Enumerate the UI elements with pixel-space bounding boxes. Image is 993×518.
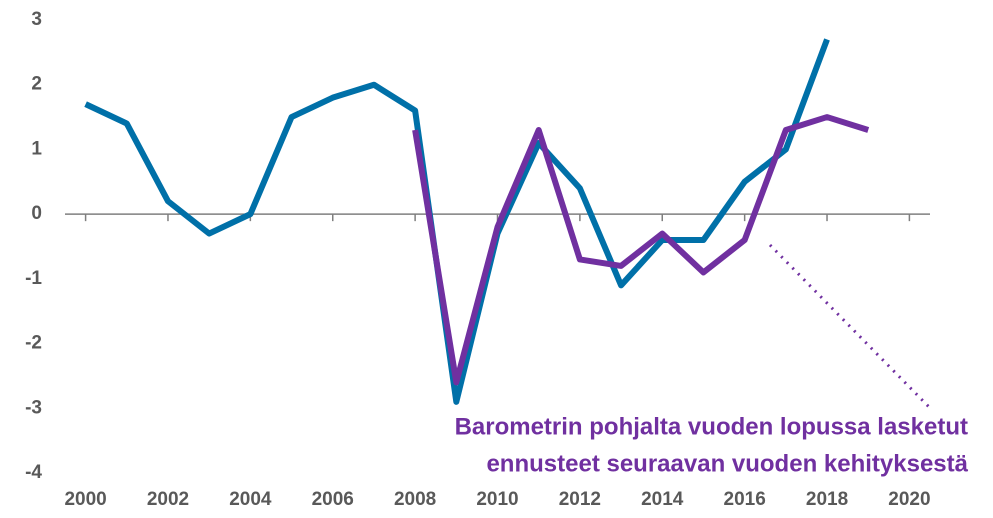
annotation: Barometrin pohjalta vuoden lopussa laske… [455,413,968,440]
x-tick-label: 2000 [64,489,106,510]
x-tick-label: 2012 [559,489,601,510]
x-tick-label: 2016 [724,489,766,510]
line-series [84,38,830,405]
x-tick-label: 2018 [806,489,848,510]
x-tick-label: 2020 [888,489,930,510]
y-tick-label: -3 [25,397,42,418]
y-tick-label: 1 [31,138,42,159]
x-tick-label: 2006 [312,489,354,510]
line-series [412,114,870,386]
x-tick-label: 2002 [147,489,189,510]
y-tick-label: 0 [31,203,42,224]
x-tick-label: 2008 [394,489,436,510]
x-tick-label: 2010 [476,489,518,510]
y-tick-label: -1 [25,268,42,289]
x-tick-label: 2014 [641,489,684,510]
y-tick-label: -2 [25,333,42,354]
y-tick-label: 3 [31,9,42,30]
annotation-pointer [768,243,934,412]
x-tick-label: 2004 [229,489,272,510]
y-tick-label: 2 [31,74,42,95]
y-tick-label: -4 [25,462,42,483]
annotation: ennusteet seuraavan vuoden kehityksestä [486,450,968,477]
